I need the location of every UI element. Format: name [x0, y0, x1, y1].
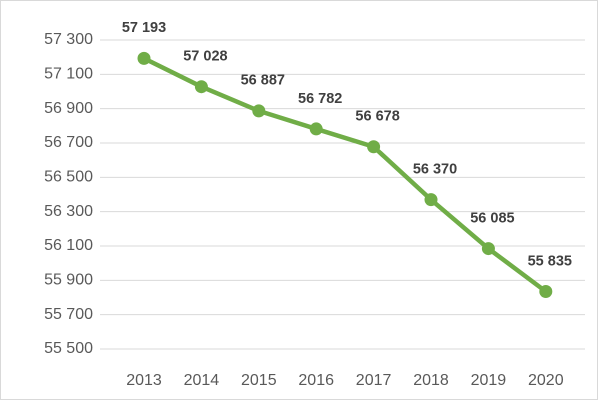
data-line [143, 56, 548, 294]
y-tick-label: 55 700 [44, 306, 93, 323]
y-tick-label: 55 500 [44, 340, 93, 357]
data-label: 56 887 [241, 73, 285, 89]
data-point [252, 104, 266, 118]
y-tick-label: 57 300 [44, 31, 93, 48]
data-label: 56 085 [470, 210, 514, 226]
x-tick-label: 2013 [126, 372, 162, 389]
x-tick-label: 2017 [356, 372, 392, 389]
y-tick-label: 56 700 [44, 134, 93, 151]
data-label: 57 028 [183, 49, 227, 65]
y-tick-label: 57 100 [44, 66, 93, 83]
data-label: 57 193 [122, 20, 166, 36]
data-point [539, 284, 553, 298]
data-point [367, 140, 381, 154]
x-tick-label: 2019 [471, 372, 507, 389]
y-tick-label: 56 900 [44, 100, 93, 117]
x-tick-label: 2015 [241, 372, 277, 389]
data-point [137, 51, 151, 65]
data-label: 56 782 [298, 91, 342, 107]
data-label: 56 678 [355, 109, 399, 125]
data-point [481, 242, 495, 256]
data-label: 55 835 [528, 253, 572, 269]
y-tick-label: 56 500 [44, 169, 93, 186]
data-label: 56 370 [413, 161, 457, 177]
y-tick-label: 56 300 [44, 203, 93, 220]
data-point [424, 193, 438, 207]
y-tick-label: 56 100 [44, 237, 93, 254]
data-point [309, 122, 323, 136]
x-tick-label: 2016 [298, 372, 334, 389]
x-tick-label: 2014 [184, 372, 220, 389]
data-point [194, 80, 208, 94]
x-tick-label: 2020 [528, 372, 564, 389]
y-tick-label: 55 900 [44, 272, 93, 289]
x-tick-label: 2018 [413, 372, 449, 389]
